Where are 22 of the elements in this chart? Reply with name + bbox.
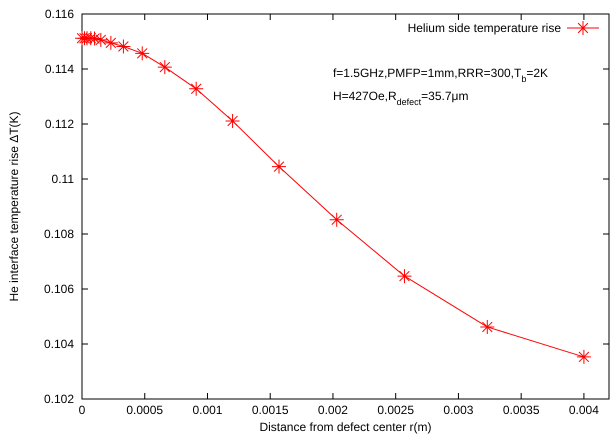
y-tick-label: 0.112 xyxy=(44,117,74,132)
x-axis-title: Distance from defect center r(m) xyxy=(259,420,432,434)
y-tick-label: 0.108 xyxy=(44,227,74,242)
x-tick-label: 0.003 xyxy=(443,403,474,417)
y-tick-label: 0.106 xyxy=(44,282,74,296)
x-tick-label: 0.0035 xyxy=(502,403,540,417)
y-tick-label: 0.116 xyxy=(44,7,74,22)
x-tick-label: 0.0015 xyxy=(252,403,289,417)
annotation: f=1.5GHz,PMFP=1mm,RRR=300,T$_{b}$=2K xyxy=(332,66,548,84)
x-tick-label: 0.004 xyxy=(568,403,600,417)
y-tick-label: 0.114 xyxy=(44,62,74,76)
x-tick-label: 0.001 xyxy=(192,403,223,417)
y-tick-label: 0.104 xyxy=(44,337,74,352)
y-tick-label: 0.11 xyxy=(52,172,74,186)
legend-label: Helium side temperature rise xyxy=(408,21,562,36)
x-tick-label: 0.0025 xyxy=(377,403,414,417)
x-tick-label: 0 xyxy=(78,403,86,417)
x-tick-label: 0.002 xyxy=(318,403,348,417)
y-axis-title: He interface temperature rise ΔT(K) xyxy=(7,111,21,302)
annotation: H=427Oe,R$_{defect}$=35.7μm xyxy=(332,89,468,108)
x-tick-label: 0.0005 xyxy=(126,403,164,417)
y-tick-label: 0.102 xyxy=(44,392,74,406)
